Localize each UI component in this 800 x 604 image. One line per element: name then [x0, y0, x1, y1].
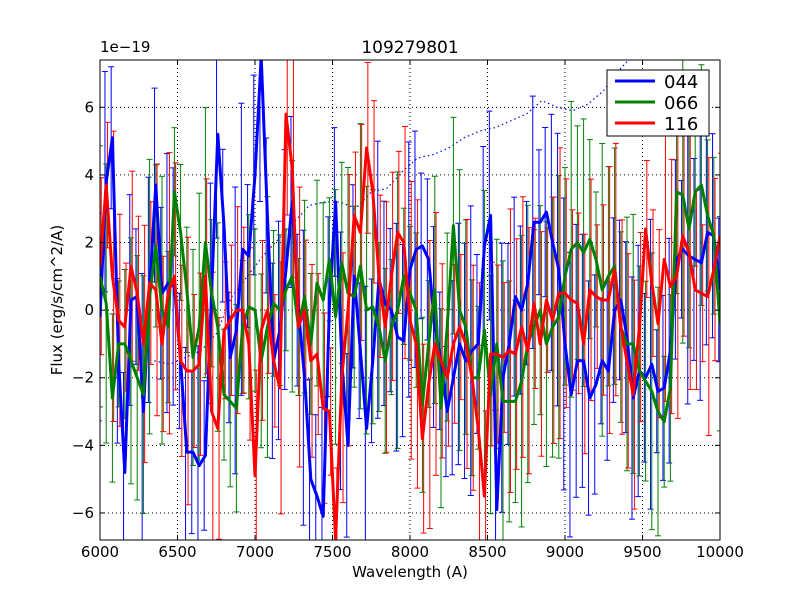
chart-title: 109279801: [361, 38, 458, 58]
y-tick-label: −2: [72, 369, 94, 387]
series-line-116: [100, 112, 720, 540]
y-tick-label: 0: [84, 301, 94, 319]
x-tick-label: 6000: [81, 543, 119, 561]
y-tick-label: 6: [84, 98, 94, 116]
axis-ticks: 6000 6500 7000 7500 8000 8500 9000 9500 10000 −6 −…: [72, 60, 744, 561]
legend-label-066: 066: [664, 93, 698, 114]
y-offset-label: 1e−19: [100, 38, 150, 56]
reference-line-layer: [154, 60, 630, 365]
x-tick-label: 7000: [236, 543, 274, 561]
y-tick-label: −6: [72, 504, 94, 522]
x-tick-label: 8000: [391, 543, 429, 561]
x-tick-label: 8500: [468, 543, 506, 561]
y-tick-label: −4: [72, 436, 94, 454]
legend-label-044: 044: [664, 72, 698, 93]
x-tick-label: 6500: [158, 543, 196, 561]
y-tick-label: 4: [84, 166, 94, 184]
series-layer: [100, 60, 720, 540]
y-tick-label: 2: [84, 234, 94, 252]
x-tick-label: 9000: [546, 543, 584, 561]
legend: 044 066 116: [606, 69, 710, 137]
legend-label-116: 116: [664, 114, 698, 135]
y-axis-label: Flux (erg/s/cm^2/A): [48, 225, 66, 376]
x-tick-label: 10000: [696, 543, 744, 561]
x-axis-label: Wavelength (A): [352, 563, 468, 581]
series-line-044: [100, 60, 720, 518]
x-tick-label: 7500: [313, 543, 351, 561]
x-tick-label: 9500: [623, 543, 661, 561]
reference-dotted-line: [154, 60, 630, 365]
